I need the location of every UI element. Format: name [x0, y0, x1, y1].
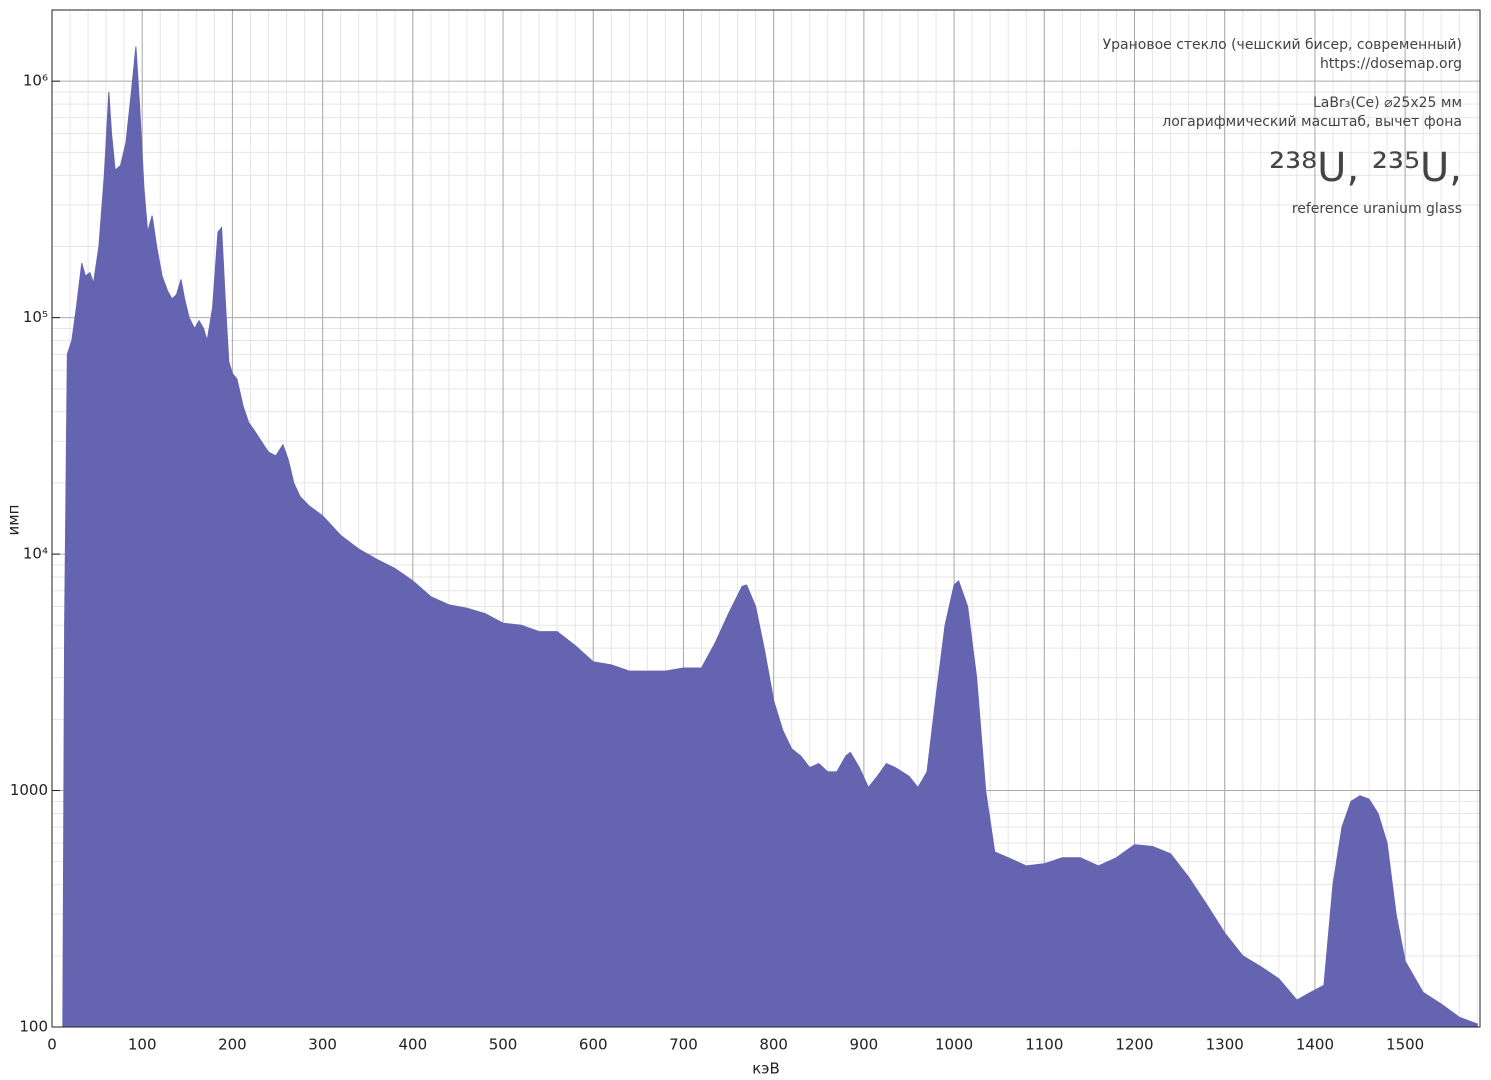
y-tick-label: 10⁵ — [23, 308, 48, 326]
y-tick-label: 100 — [19, 1018, 48, 1036]
annotation: reference uranium glass — [1292, 201, 1462, 217]
x-tick-label: 500 — [489, 1036, 518, 1054]
annotation: логарифмический масштаб, вычет фона — [1162, 114, 1462, 130]
x-tick-label: 1200 — [1115, 1036, 1153, 1054]
annotation: https://dosemap.org — [1320, 56, 1462, 72]
x-tick-label: 1000 — [935, 1036, 973, 1054]
x-tick-label: 700 — [669, 1036, 698, 1054]
spectrum-area — [62, 46, 1478, 1028]
x-tick-label: 200 — [218, 1036, 247, 1054]
x-tick-label: 100 — [128, 1036, 157, 1054]
annotation: Урановое стекло (чешский бисер, современ… — [1103, 37, 1462, 53]
annotation: ²³⁸U, ²³⁵U, — [1269, 145, 1462, 191]
x-tick-label: 800 — [759, 1036, 788, 1054]
x-tick-label: 1300 — [1206, 1036, 1244, 1054]
x-tick-label: 0 — [47, 1036, 57, 1054]
y-tick-label: 1000 — [10, 781, 48, 799]
x-tick-label: 300 — [308, 1036, 337, 1054]
x-tick-label: 1100 — [1025, 1036, 1063, 1054]
y-tick-label: 10⁶ — [23, 72, 48, 90]
x-tick-label: 1500 — [1386, 1036, 1424, 1054]
x-tick-label: 400 — [399, 1036, 428, 1054]
annotation: LaBr₃(Ce) ⌀25x25 мм — [1313, 95, 1462, 111]
y-tick-label: 10⁴ — [23, 545, 48, 563]
x-tick-label: 900 — [850, 1036, 879, 1054]
x-tick-label: 600 — [579, 1036, 608, 1054]
y-axis-label: имп — [5, 505, 23, 536]
x-tick-label: 1400 — [1296, 1036, 1334, 1054]
x-axis-label: кэВ — [752, 1060, 780, 1078]
plot-frame — [51, 9, 1481, 1028]
